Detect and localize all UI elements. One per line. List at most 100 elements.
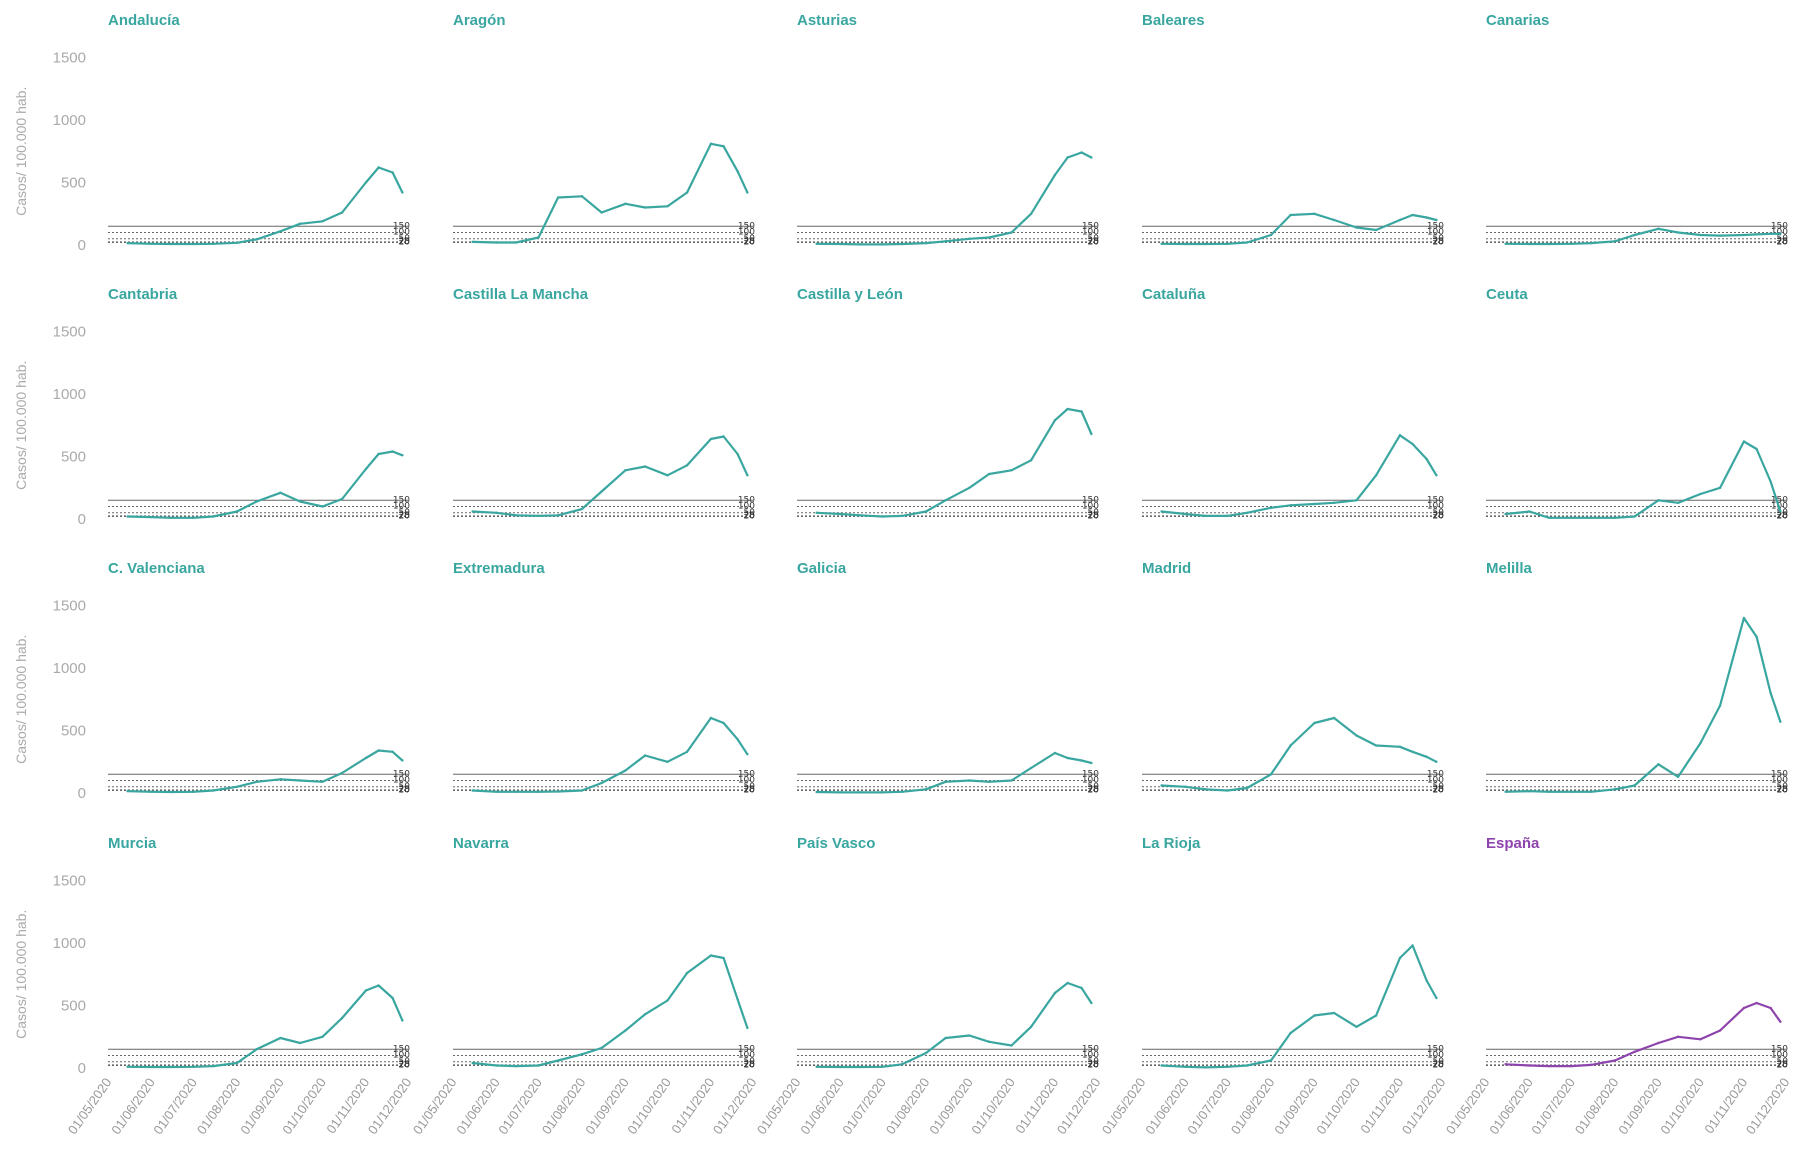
data-point <box>815 511 818 514</box>
data-point <box>1090 1001 1093 1005</box>
reference-line-label: 20 <box>744 1061 756 1071</box>
data-point <box>1066 407 1069 411</box>
y-tick-label: 1000 <box>53 935 86 952</box>
y-tick-label: 500 <box>61 449 86 466</box>
data-point <box>401 191 404 194</box>
data-point <box>685 750 689 753</box>
data-point <box>1435 474 1438 477</box>
data-point <box>1633 784 1636 787</box>
data-point <box>1755 233 1758 236</box>
data-point <box>298 222 302 225</box>
y-tick-label: 1000 <box>53 660 86 677</box>
reference-line-label: 50 <box>1088 1057 1100 1067</box>
reference-line-label: 25 <box>1777 785 1788 795</box>
reference-line-label: 150 <box>738 769 755 779</box>
data-point <box>377 984 380 987</box>
data-point <box>709 716 713 720</box>
y-tick-label: 1500 <box>53 873 86 890</box>
data-point <box>1090 432 1093 436</box>
data-point <box>1289 1031 1292 1035</box>
reference-line-label: 100 <box>1082 228 1099 238</box>
reference-line-label: 50 <box>1433 782 1445 792</box>
data-point <box>1226 514 1229 518</box>
data-point <box>968 1034 971 1037</box>
data-point <box>471 510 474 513</box>
data-point <box>1289 213 1292 217</box>
data-point <box>1613 788 1617 791</box>
data-point <box>815 1065 818 1068</box>
panel-title: Canarias <box>1486 12 1549 29</box>
data-point <box>364 756 368 760</box>
data-point <box>858 1065 862 1069</box>
y-tick-label: 1000 <box>53 386 86 403</box>
data-point <box>1425 755 1428 758</box>
data-point <box>1742 616 1746 620</box>
data-point <box>924 1051 928 1055</box>
reference-line-label: 50 <box>744 508 756 518</box>
data-point <box>1504 790 1507 793</box>
panel-title: Andalucía <box>108 12 180 29</box>
reference-line-label: 25 <box>1777 237 1788 247</box>
data-point <box>391 171 394 174</box>
data-point <box>364 989 368 992</box>
data-point <box>900 1063 904 1066</box>
reference-line-label: 150 <box>1427 495 1444 505</box>
data-point <box>643 1013 647 1016</box>
data-point <box>1245 241 1249 244</box>
reference-line-label: 20 <box>1777 786 1789 796</box>
data-point <box>1589 1063 1593 1067</box>
data-point <box>685 971 689 975</box>
data-point <box>1504 242 1507 245</box>
data-point <box>709 954 713 957</box>
data-point <box>192 790 195 793</box>
data-point <box>556 514 560 517</box>
data-point <box>1779 232 1782 235</box>
reference-line-label: 25 <box>744 511 755 521</box>
reference-line-label: 20 <box>399 1061 411 1071</box>
reference-line-label: 20 <box>1777 1061 1789 1071</box>
data-point <box>321 1035 324 1038</box>
data-point <box>1769 480 1772 483</box>
data-point <box>1010 1044 1013 1047</box>
data-point <box>685 464 689 467</box>
data-point <box>150 790 153 793</box>
data-point <box>1332 716 1336 720</box>
reference-line-label: 25 <box>399 237 410 247</box>
x-tick-label: 01/10/2020 <box>624 1075 674 1137</box>
data-point <box>298 500 302 503</box>
y-tick-label: 500 <box>61 998 86 1015</box>
data-point <box>1613 240 1617 243</box>
data-point <box>1029 1025 1033 1028</box>
panel-title: Navarra <box>453 835 510 852</box>
series-line <box>127 749 404 794</box>
data-point <box>1066 981 1069 985</box>
reference-line-label: 100 <box>738 1051 755 1061</box>
data-point <box>1029 212 1033 215</box>
y-tick-label: 500 <box>61 723 86 740</box>
data-point <box>1245 511 1249 514</box>
reference-line-label: 50 <box>1088 234 1100 244</box>
reference-line-label: 150 <box>393 495 410 505</box>
data-point <box>1160 784 1163 787</box>
reference-line-label: 100 <box>1082 502 1099 512</box>
data-point <box>1411 944 1414 947</box>
data-point <box>211 1064 215 1068</box>
data-point <box>1355 226 1358 229</box>
data-point <box>1398 956 1402 960</box>
series-line <box>472 435 749 518</box>
data-point <box>514 790 518 793</box>
reference-line-label: 50 <box>399 782 411 792</box>
data-point <box>1203 1066 1207 1069</box>
data-point <box>858 514 862 517</box>
data-point <box>1080 410 1083 413</box>
data-point <box>1245 786 1249 790</box>
x-tick-label: 01/08/2020 <box>539 1075 589 1137</box>
data-point <box>401 759 404 762</box>
data-point <box>377 166 380 169</box>
data-point <box>391 750 394 753</box>
data-point <box>471 789 474 792</box>
data-point <box>1779 1020 1782 1023</box>
y-tick-label: 0 <box>78 237 86 254</box>
data-point <box>169 1065 173 1069</box>
